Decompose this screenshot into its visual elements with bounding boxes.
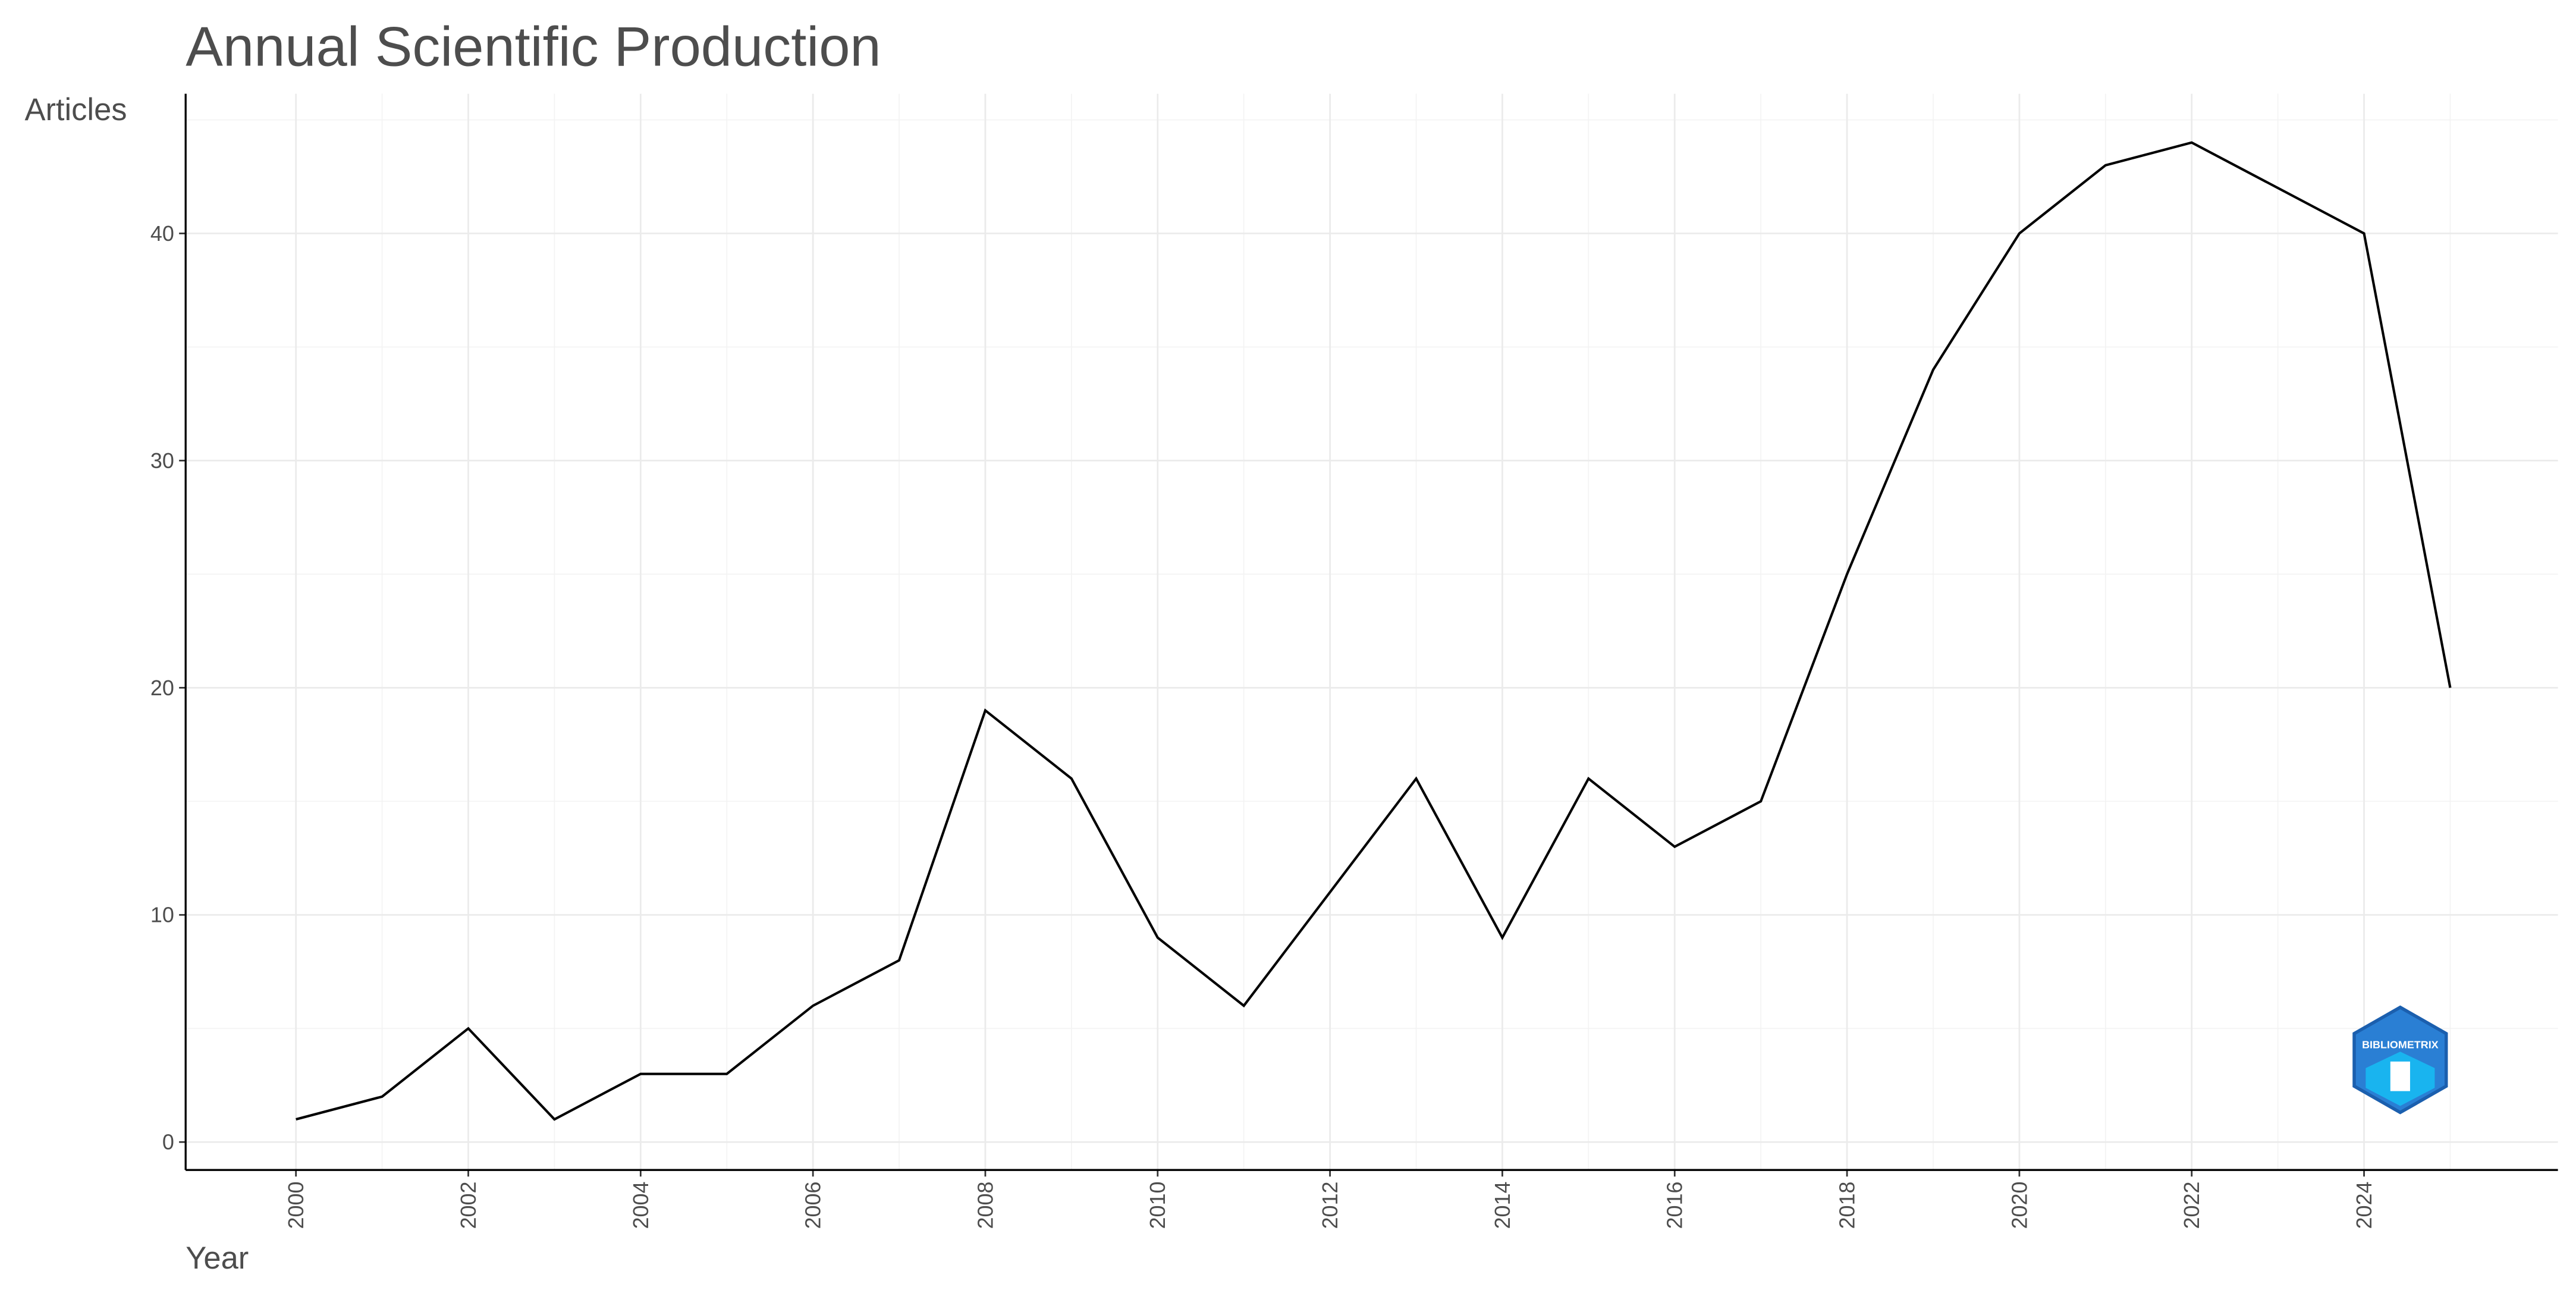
- x-tick-label: 2010: [1145, 1182, 1170, 1229]
- x-tick-label: 2018: [1835, 1182, 1859, 1229]
- x-tick-label: 2020: [2007, 1182, 2031, 1229]
- x-tick-label: 2014: [1490, 1182, 1515, 1229]
- x-tick-label: 2008: [973, 1182, 997, 1229]
- logo-text: BIBLIOMETRIX: [2362, 1039, 2439, 1051]
- y-tick-label: 0: [162, 1130, 174, 1154]
- x-tick-label: 2004: [629, 1182, 653, 1229]
- x-tick-label: 2012: [1318, 1182, 1342, 1229]
- x-axis-label: Year: [186, 1241, 249, 1276]
- data-line: [296, 141, 2452, 1121]
- x-tick-label: 2000: [284, 1182, 308, 1229]
- logo-figure: [2390, 1061, 2410, 1091]
- y-tick-label: 20: [150, 676, 174, 700]
- chart-title: Annual Scientific Production: [186, 15, 881, 78]
- logo: BIBLIOMETRIX: [2352, 1005, 2448, 1115]
- y-tick-label: 40: [150, 221, 174, 246]
- x-tick-label: 2022: [2179, 1182, 2204, 1229]
- y-tick-label: 30: [150, 448, 174, 473]
- x-tick-label: 2024: [2352, 1182, 2376, 1229]
- x-tick-label: 2006: [801, 1182, 825, 1229]
- y-axis-label: Articles: [24, 92, 127, 127]
- x-tick-label: 2016: [1663, 1182, 1687, 1229]
- x-tick-label: 2002: [456, 1182, 480, 1229]
- y-tick-label: 10: [150, 903, 174, 927]
